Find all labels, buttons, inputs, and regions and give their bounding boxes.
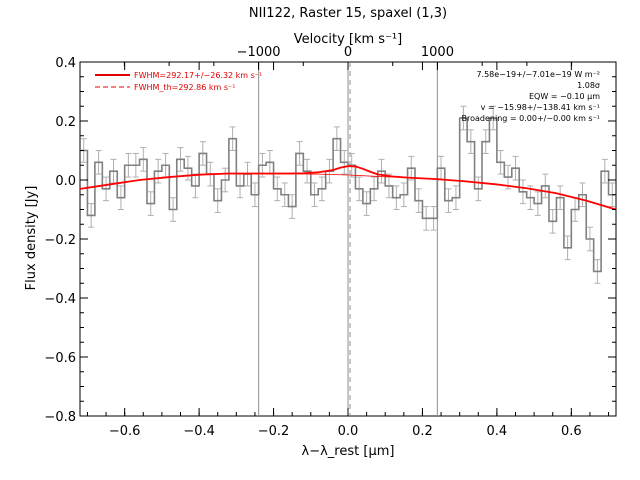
top-axis-label: Velocity [km s⁻¹] [294, 32, 402, 47]
axes-ticks: −0.6 −0.4 −0.2 0.0 0.2 0.4 0.6 −0.8 −0.6 −0.4 −0.2… [44, 45, 616, 439]
legend-label-fwhm-th: FWHM_th=292.86 km s⁻¹ [134, 83, 235, 92]
y-tick-label: 0.0 [55, 174, 76, 189]
annotation-eqw: EQW = −0.10 μm [529, 92, 600, 101]
top-tick-label: 0 [344, 45, 352, 60]
y-tick-label: −0.2 [44, 233, 76, 248]
x-tick-label: 0.0 [338, 424, 359, 439]
x-axis-label: λ−λ_rest [μm] [302, 444, 395, 459]
annotation-flux: 7.58e−19+/−7.01e−19 W m⁻² [476, 70, 600, 79]
fit-annotations: 7.58e−19+/−7.01e−19 W m⁻² 1.08σ EQW = −0… [462, 70, 601, 123]
vertical-markers [258, 62, 438, 416]
y-tick-label: 0.2 [55, 115, 76, 130]
legend-label-fwhm: FWHM=292.17+/−26.32 km s⁻¹ [134, 71, 262, 80]
y-tick-label: −0.4 [44, 292, 76, 307]
y-axis-label: Flux density [Jy] [24, 186, 39, 291]
annotation-sigma: 1.08σ [577, 81, 600, 90]
x-tick-label: 0.4 [487, 424, 508, 439]
y-tick-label: 0.4 [55, 56, 76, 71]
fit-line [79, 165, 617, 211]
y-tick-label: −0.6 [44, 351, 76, 366]
x-tick-label: 0.6 [561, 424, 582, 439]
x-tick-label: −0.6 [109, 424, 141, 439]
top-tick-label: 1000 [421, 45, 454, 60]
chart-title: NII122, Raster 15, spaxel (1,3) [249, 6, 447, 21]
x-tick-label: 0.2 [412, 424, 433, 439]
fit-series [79, 165, 617, 211]
legend: FWHM=292.17+/−26.32 km s⁻¹ FWHM_th=292.8… [95, 71, 262, 92]
top-tick-label: −1000 [237, 45, 281, 60]
annotation-velocity: v = −15.98+/−138.41 km s⁻¹ [481, 103, 600, 112]
annotation-broadening: Broadening = 0.00+/−0.00 km s⁻¹ [462, 114, 600, 123]
y-tick-label: −0.8 [44, 410, 76, 425]
data-series [80, 105, 616, 284]
data-histogram-line [80, 117, 616, 273]
x-tick-label: −0.2 [258, 424, 290, 439]
x-tick-label: −0.4 [183, 424, 215, 439]
